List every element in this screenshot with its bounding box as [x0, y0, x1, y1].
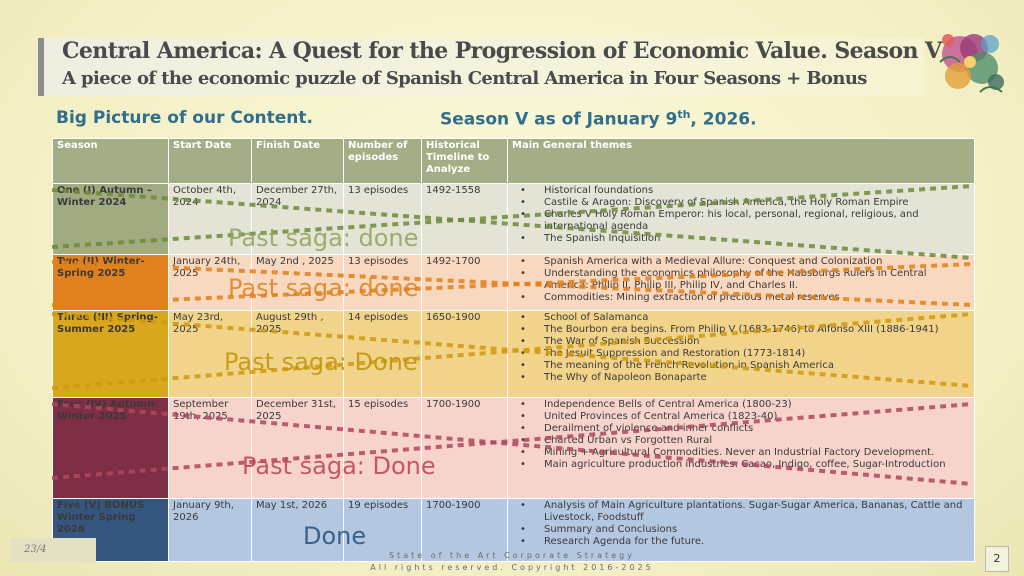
themes-cell: Historical foundations Castile & Aragon:…: [507, 183, 975, 255]
theme-item: The Bourbon era begins. From Philip V (1…: [520, 324, 970, 336]
season-cell: One (I) Autumn –Winter 2024: [52, 183, 169, 255]
theme-item: Summary and Conclusions: [520, 524, 970, 536]
theme-item: The Spanish Inquisition: [520, 233, 970, 245]
timeline-cell: 1700-1900: [421, 498, 508, 562]
theme-item: Commodities: Mining extraction of precio…: [520, 292, 970, 304]
theme-item: The Why of Napoleon Bonaparte: [520, 372, 970, 384]
themes-cell: School of Salamanca The Bourbon era begi…: [507, 310, 975, 398]
themes-list: School of Salamanca The Bourbon era begi…: [512, 312, 970, 384]
themes-list: Independence Bells of Central America (1…: [512, 399, 970, 471]
timeline-cell: 1700-1900: [421, 397, 508, 499]
theme-item: Independence Bells of Central America (1…: [520, 399, 970, 411]
theme-item: Main agriculture production industries: …: [520, 459, 970, 471]
season-cell: Four (IV) Autumn-Winter 2025: [52, 397, 169, 499]
theme-item: Spanish America with a Medieval Allure: …: [520, 256, 970, 268]
title-bar: Central America: A Quest for the Progres…: [38, 38, 942, 96]
flower-illustration-icon: [939, 34, 1004, 93]
finish-date-cell: December 31st, 2025: [251, 397, 344, 499]
theme-item: The Jesuit Suppression and Restoration (…: [520, 348, 970, 360]
slide-title: Central America: A Quest for the Progres…: [62, 38, 942, 64]
stamp-season-2: Past saga: done: [228, 274, 419, 302]
table-row: Two (II) Winter-Spring 2025 January 24th…: [52, 254, 975, 311]
themes-cell: Spanish America with a Medieval Allure: …: [507, 254, 975, 311]
footer-copyright: All rights reserved. Copyright 2016-2025: [370, 563, 654, 572]
theme-item: Mining + Agricultural Commodities. Never…: [520, 447, 970, 459]
header-start-date: Start Date: [168, 138, 252, 184]
themes-list: Spanish America with a Medieval Allure: …: [512, 256, 970, 304]
theme-item: Analysis of Main Agriculture plantations…: [520, 500, 970, 524]
table-row: Three (III) Spring-Summer 2025 May 23rd,…: [52, 310, 975, 398]
slide-subtitle: A piece of the economic puzzle of Spanis…: [62, 68, 867, 89]
date-box: 23/4: [10, 538, 96, 562]
seasons-table: Season Start Date Finish Date Number of …: [52, 138, 975, 562]
table-row: One (I) Autumn –Winter 2024 October 4th,…: [52, 183, 975, 255]
timeline-cell: 1492-1700: [421, 254, 508, 311]
theme-item: Historical foundations: [520, 185, 970, 197]
theme-item: Charted Urban vs Forgotten Rural: [520, 435, 970, 447]
right-heading-end: , 2026.: [690, 109, 757, 130]
theme-item: The meaning of the French Revolution in …: [520, 360, 970, 372]
themes-list: Analysis of Main Agriculture plantations…: [512, 500, 970, 548]
page-number: 2: [985, 546, 1009, 572]
timeline-cell: 1492-1558: [421, 183, 508, 255]
themes-cell: Independence Bells of Central America (1…: [507, 397, 975, 499]
table-header-row: Season Start Date Finish Date Number of …: [52, 138, 975, 184]
header-episodes: Number of episodes: [343, 138, 422, 184]
episodes-cell: 15 episodes: [343, 397, 422, 499]
stamp-season-3: Past saga: Done: [224, 348, 418, 376]
stamp-season-4: Past saga: Done: [242, 452, 436, 480]
theme-item: Castile & Aragon: Discovery of Spanish A…: [520, 197, 970, 209]
table-row: Five (V) BONUS Winter Spring 2026 Januar…: [52, 498, 975, 562]
right-heading-text: Season V as of January 9: [440, 109, 678, 130]
table-row: Four (IV) Autumn-Winter 2025 September 1…: [52, 397, 975, 499]
episodes-cell: 19 episodes: [343, 498, 422, 562]
season-cell: Three (III) Spring-Summer 2025: [52, 310, 169, 398]
theme-item: Research Agenda for the future.: [520, 536, 970, 548]
stamp-season-5: Done: [303, 522, 367, 550]
header-finish-date: Finish Date: [251, 138, 344, 184]
start-date-cell: January 9th, 2026: [168, 498, 252, 562]
header-season: Season: [52, 138, 169, 184]
left-heading: Big Picture of our Content.: [56, 108, 313, 128]
header-themes: Main General themes: [507, 138, 975, 184]
title-background: [44, 38, 924, 96]
finish-date-cell: May 1st, 2026: [251, 498, 344, 562]
right-heading: Season V as of January 9th, 2026.: [440, 108, 757, 130]
theme-item: United Provinces of Central America (182…: [520, 411, 970, 423]
themes-list: Historical foundations Castile & Aragon:…: [512, 185, 970, 245]
season-cell: Two (II) Winter-Spring 2025: [52, 254, 169, 311]
theme-item: Charles V Holy Roman Emperor: his local,…: [520, 209, 970, 233]
theme-item: Understanding the economics philosophy o…: [520, 268, 970, 292]
theme-item: Derailment of violence and inner conflic…: [520, 423, 970, 435]
footer-company: State of the Art Corporate Strategy: [389, 551, 635, 560]
stamp-season-1: Past saga: done: [228, 224, 419, 252]
theme-item: School of Salamanca: [520, 312, 970, 324]
timeline-cell: 1650-1900: [421, 310, 508, 398]
header-timeline: Historical Timeline to Analyze: [421, 138, 508, 184]
theme-item: The War of Spanish Succession: [520, 336, 970, 348]
start-date-cell: September 19th, 2025: [168, 397, 252, 499]
themes-cell: Analysis of Main Agriculture plantations…: [507, 498, 975, 562]
right-heading-sup: th: [677, 108, 691, 121]
